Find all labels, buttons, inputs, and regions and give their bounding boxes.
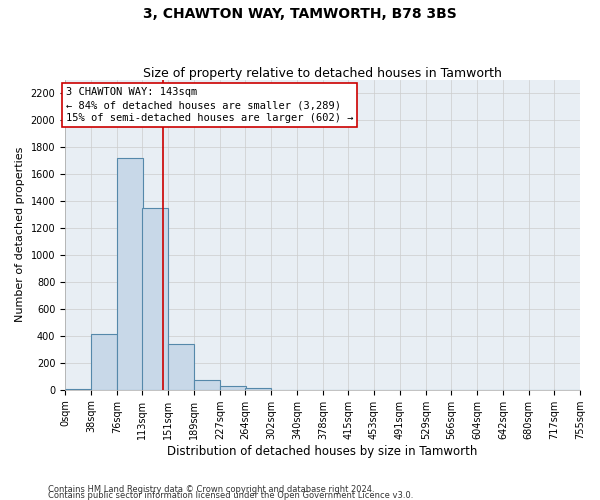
Text: Contains public sector information licensed under the Open Government Licence v3: Contains public sector information licen… <box>48 490 413 500</box>
Bar <box>117 158 143 390</box>
Y-axis label: Number of detached properties: Number of detached properties <box>15 147 25 322</box>
Bar <box>220 386 246 390</box>
Bar <box>142 208 168 390</box>
Bar <box>91 334 117 390</box>
Text: 3, CHAWTON WAY, TAMWORTH, B78 3BS: 3, CHAWTON WAY, TAMWORTH, B78 3BS <box>143 8 457 22</box>
Text: Contains HM Land Registry data © Crown copyright and database right 2024.: Contains HM Land Registry data © Crown c… <box>48 484 374 494</box>
Text: 3 CHAWTON WAY: 143sqm
← 84% of detached houses are smaller (3,289)
15% of semi-d: 3 CHAWTON WAY: 143sqm ← 84% of detached … <box>66 87 353 124</box>
Bar <box>194 380 220 390</box>
Bar <box>245 388 271 390</box>
Bar <box>65 389 91 390</box>
Title: Size of property relative to detached houses in Tamworth: Size of property relative to detached ho… <box>143 66 502 80</box>
Bar <box>168 344 194 390</box>
X-axis label: Distribution of detached houses by size in Tamworth: Distribution of detached houses by size … <box>167 444 478 458</box>
